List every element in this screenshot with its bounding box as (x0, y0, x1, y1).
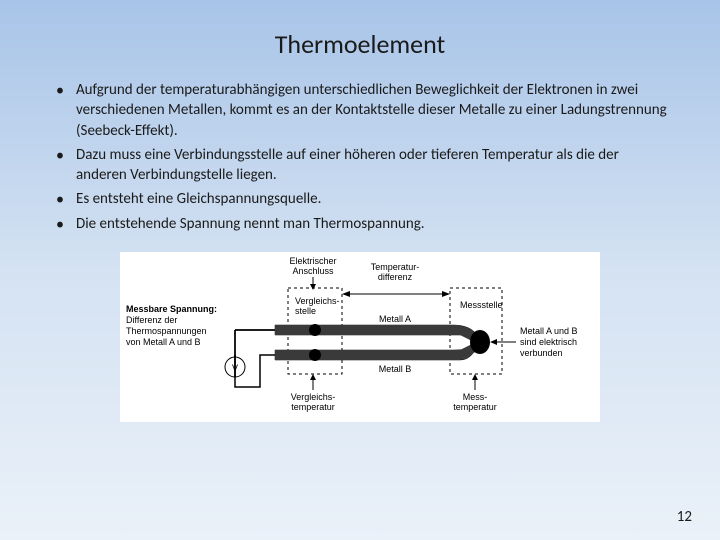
top-label-elektrisch-1: Elektrischer (289, 256, 336, 266)
right-caption-3: verbunden (520, 348, 563, 358)
left-caption-2: Differenz der (126, 315, 177, 325)
bullet-item: Die entstehende Spannung nennt man Therm… (48, 214, 672, 234)
right-top-label: Messstelle (460, 300, 503, 310)
right-caption-2: sind elektrisch (520, 337, 577, 347)
left-caption-1: Messbare Spannung: (126, 304, 217, 314)
thermocouple-diagram: Messbare Spannung: Differenz der Thermos… (120, 252, 600, 422)
left-caption-4: von Metall A und B (126, 337, 201, 347)
bullet-item: Dazu muss eine Verbindungsstelle auf ein… (48, 145, 672, 186)
left-caption-3: Thermospannungen (126, 326, 207, 336)
top-label-tempdiff-1: Temperatur- (371, 262, 420, 272)
bullet-item: Aufgrund der temperaturabhängigen unters… (48, 80, 672, 141)
bot-left-1: Vergleichs- (291, 392, 336, 402)
diagram-container: Messbare Spannung: Differenz der Thermos… (0, 252, 720, 427)
top-label-elektrisch-2: Anschluss (292, 266, 334, 276)
top-label-tempdiff-2: differenz (378, 272, 413, 282)
metall-b-label: Metall B (379, 364, 412, 374)
top-label-vergleich-2: stelle (295, 306, 316, 316)
slide-title: Thermoelement (0, 0, 720, 80)
page-number: 12 (677, 508, 692, 526)
top-label-vergleich-1: Vergleichs- (295, 296, 340, 306)
bot-right-2: temperatur (453, 402, 497, 412)
bot-right-1: Mess- (463, 392, 488, 402)
bot-left-2: temperatur (291, 402, 335, 412)
right-caption-1: Metall A und B (520, 326, 578, 336)
bullet-list: Aufgrund der temperaturabhängigen unters… (0, 80, 720, 234)
bullet-item: Es entsteht eine Gleichspannungsquelle. (48, 189, 672, 209)
metall-a-label: Metall A (379, 314, 411, 324)
